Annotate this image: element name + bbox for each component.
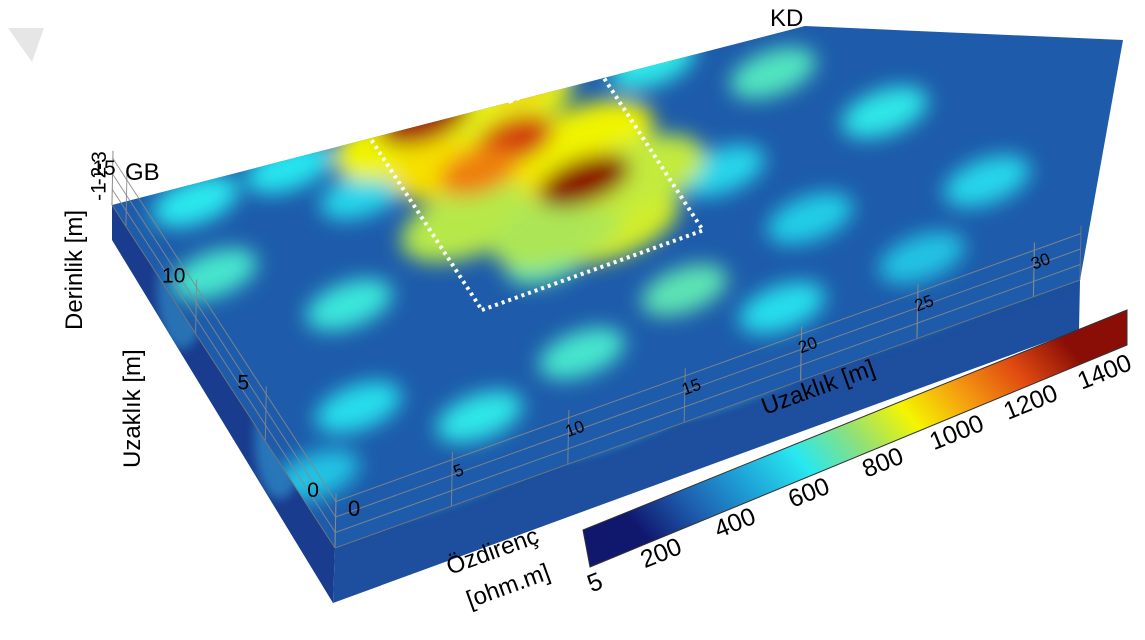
axis-grid — [111, 150, 1082, 549]
y-tick-label: 15 — [92, 157, 115, 180]
corner-shadow — [8, 28, 44, 62]
y-axis-title: Uzaklık [m] — [119, 349, 146, 468]
z-axis-title: Derinlik [m] — [61, 210, 88, 330]
anomaly-boxes — [353, 35, 707, 313]
colorbar-tick-label: 5 — [583, 567, 606, 598]
y-tick-label: 0 — [307, 479, 319, 502]
x-tick-label: 0 — [348, 496, 360, 521]
colorbar-outline — [582, 309, 1128, 568]
y-tick-label: 5 — [238, 372, 250, 395]
z-tick-label: -1 — [87, 182, 110, 201]
corner-label-kd: KD — [770, 5, 803, 32]
main-anomaly-box — [353, 35, 707, 313]
z-tick-label: -2 — [88, 167, 111, 186]
block-front-face — [333, 280, 1080, 603]
y-tick-label: 10 — [162, 264, 185, 287]
corner-label-gb: GB — [125, 159, 160, 186]
colorbar-gradient — [583, 310, 1127, 567]
z-tick-label: -3 — [88, 151, 111, 170]
